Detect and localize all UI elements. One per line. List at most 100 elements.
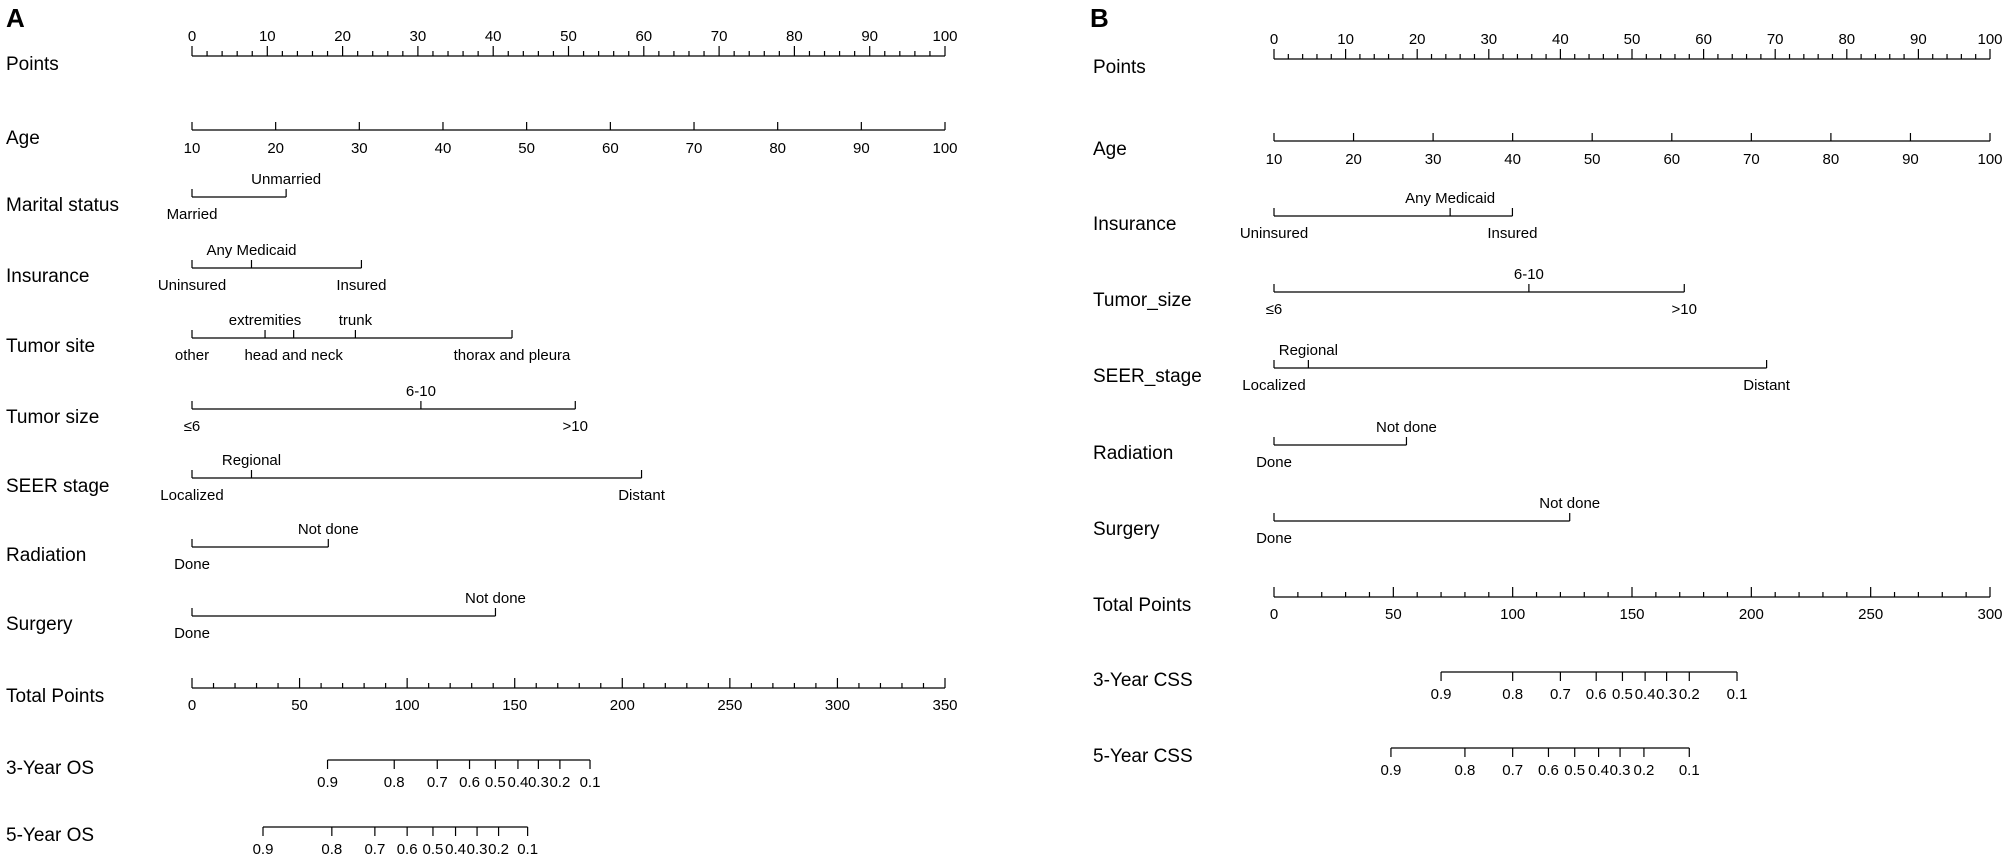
points-tick-label: 10 [259, 28, 276, 45]
row-label: Marital status [6, 195, 119, 216]
factor-level-label: thorax and pleura [454, 347, 571, 364]
probability-tick-label: 0.4 [1588, 762, 1609, 779]
row-label: SEER stage [6, 476, 110, 497]
points-tick-label: 60 [1695, 31, 1712, 48]
probability-tick-label: 0.1 [580, 774, 601, 791]
probability-tick-label: 0.2 [549, 774, 570, 791]
points-tick-label: 20 [334, 28, 351, 45]
probability-tick-label: 0.6 [1586, 686, 1607, 703]
row-total-points: Total Points 0 50 100 150 200 250 300 350 [6, 678, 958, 714]
factor-level-label: Done [174, 625, 210, 642]
age-tick-label: 100 [1977, 151, 2002, 168]
row-radiation: Radiation Done Not done [1093, 419, 1437, 471]
factor-level-label: Not done [298, 521, 359, 538]
total-tick-label: 0 [1270, 606, 1278, 623]
factor-level-label: Any Medicaid [1405, 190, 1495, 207]
panel-label: B [1090, 3, 1109, 33]
factor-level-label: Regional [222, 452, 281, 469]
factor-level-label: Distant [1743, 377, 1791, 394]
probability-tick-label: 0.8 [384, 774, 405, 791]
probability-tick-label: 0.4 [445, 841, 466, 855]
row-label: 5-Year OS [6, 825, 94, 846]
factor-level-label: >10 [563, 418, 588, 435]
age-tick-label: 60 [602, 140, 619, 157]
probability-tick-label: 0.3 [1610, 762, 1631, 779]
row-label: Insurance [1093, 214, 1176, 235]
points-tick-label: 30 [410, 28, 427, 45]
age-tick-label: 10 [184, 140, 201, 157]
factor-level-label: head and neck [244, 347, 343, 364]
total-tick-label: 50 [291, 697, 308, 714]
row-points: Points 0 10 20 30 40 50 60 70 80 90 100 [6, 28, 958, 75]
factor-level-label: Done [1256, 530, 1292, 547]
points-tick-label: 20 [1409, 31, 1426, 48]
row-label: SEER_stage [1093, 366, 1202, 387]
probability-tick-label: 0.1 [1679, 762, 1700, 779]
row-total-points: Total Points 0 50 100 150 200 250 300 [1093, 587, 2003, 623]
total-tick-label: 100 [395, 697, 420, 714]
probability-tick-label: 0.5 [423, 841, 444, 855]
probability-tick-label: 0.4 [1635, 686, 1656, 703]
row-label: Insurance [6, 266, 89, 287]
probability-tick-label: 0.7 [1502, 762, 1523, 779]
factor-level-label: Done [174, 556, 210, 573]
points-tick-label: 50 [560, 28, 577, 45]
row-surgery: Surgery Done Not done [6, 590, 526, 642]
points-tick-label: 100 [1977, 31, 2002, 48]
row-5-year-os: 5-Year OS 0.9 0.8 0.7 0.6 0.5 0.4 0.3 0.2 0.1 [6, 825, 538, 855]
probability-tick-label: 0.5 [1612, 686, 1633, 703]
total-tick-label: 200 [610, 697, 635, 714]
points-tick-label: 10 [1337, 31, 1354, 48]
points-tick-label: 30 [1480, 31, 1497, 48]
row-label: 3-Year CSS [1093, 670, 1193, 691]
factor-level-label: 6-10 [1514, 266, 1544, 283]
factor-level-label: Insured [1487, 225, 1537, 242]
nomogram-panel-a: A Points 0 10 20 30 40 50 60 70 80 90 100 Age 10 20 30 40… [6, 3, 958, 855]
total-tick-label: 50 [1385, 606, 1402, 623]
age-tick-label: 40 [1504, 151, 1521, 168]
age-tick-label: 50 [1584, 151, 1601, 168]
row-tumor-site: Tumor site other extremities head and neck t… [6, 312, 571, 364]
factor-level-label: Not done [1376, 419, 1437, 436]
factor-level-label: Not done [1539, 495, 1600, 512]
row-tumor-size: Tumor size ≤6 6-10 >10 [6, 383, 588, 435]
age-tick-label: 100 [932, 140, 957, 157]
total-tick-label: 250 [717, 697, 742, 714]
probability-tick-label: 0.6 [1538, 762, 1559, 779]
factor-level-label: Married [167, 206, 218, 223]
row-label: Points [1093, 57, 1146, 78]
factor-level-label: 6-10 [406, 383, 436, 400]
points-tick-label: 70 [1767, 31, 1784, 48]
factor-level-label: Not done [465, 590, 526, 607]
probability-tick-label: 0.7 [427, 774, 448, 791]
factor-level-label: Localized [160, 487, 223, 504]
probability-tick-label: 0.4 [508, 774, 529, 791]
row-seer-stage: SEER stage Localized Regional Distant [6, 452, 666, 504]
points-tick-label: 80 [1838, 31, 1855, 48]
age-tick-label: 80 [1823, 151, 1840, 168]
points-tick-label: 40 [1552, 31, 1569, 48]
row-label: Total Points [6, 686, 104, 707]
factor-level-label: Insured [336, 277, 386, 294]
points-tick-label: 90 [1910, 31, 1927, 48]
row-radiation: Radiation Done Not done [6, 521, 359, 573]
probability-tick-label: 0.2 [1679, 686, 1700, 703]
probability-tick-label: 0.1 [517, 841, 538, 855]
points-tick-label: 0 [1270, 31, 1278, 48]
row-label: Total Points [1093, 595, 1191, 616]
probability-tick-label: 0.6 [397, 841, 418, 855]
age-tick-label: 40 [435, 140, 452, 157]
nomogram-panel-b: B Points 0 10 20 30 40 50 60 70 80 90 100 Age 10 20 30 40… [1090, 3, 2003, 779]
total-tick-label: 100 [1500, 606, 1525, 623]
probability-tick-label: 0.3 [467, 841, 488, 855]
factor-level-label: Localized [1242, 377, 1305, 394]
total-tick-label: 300 [825, 697, 850, 714]
total-tick-label: 300 [1977, 606, 2002, 623]
row-label: 5-Year CSS [1093, 746, 1193, 767]
row-3-year-os: 3-Year OS 0.9 0.8 0.7 0.6 0.5 0.4 0.3 0.2 0.1 [6, 758, 600, 791]
age-tick-label: 50 [518, 140, 535, 157]
factor-level-label: other [175, 347, 209, 364]
points-tick-label: 100 [932, 28, 957, 45]
factor-level-label: extremities [229, 312, 302, 329]
factor-level-label: Distant [618, 487, 666, 504]
